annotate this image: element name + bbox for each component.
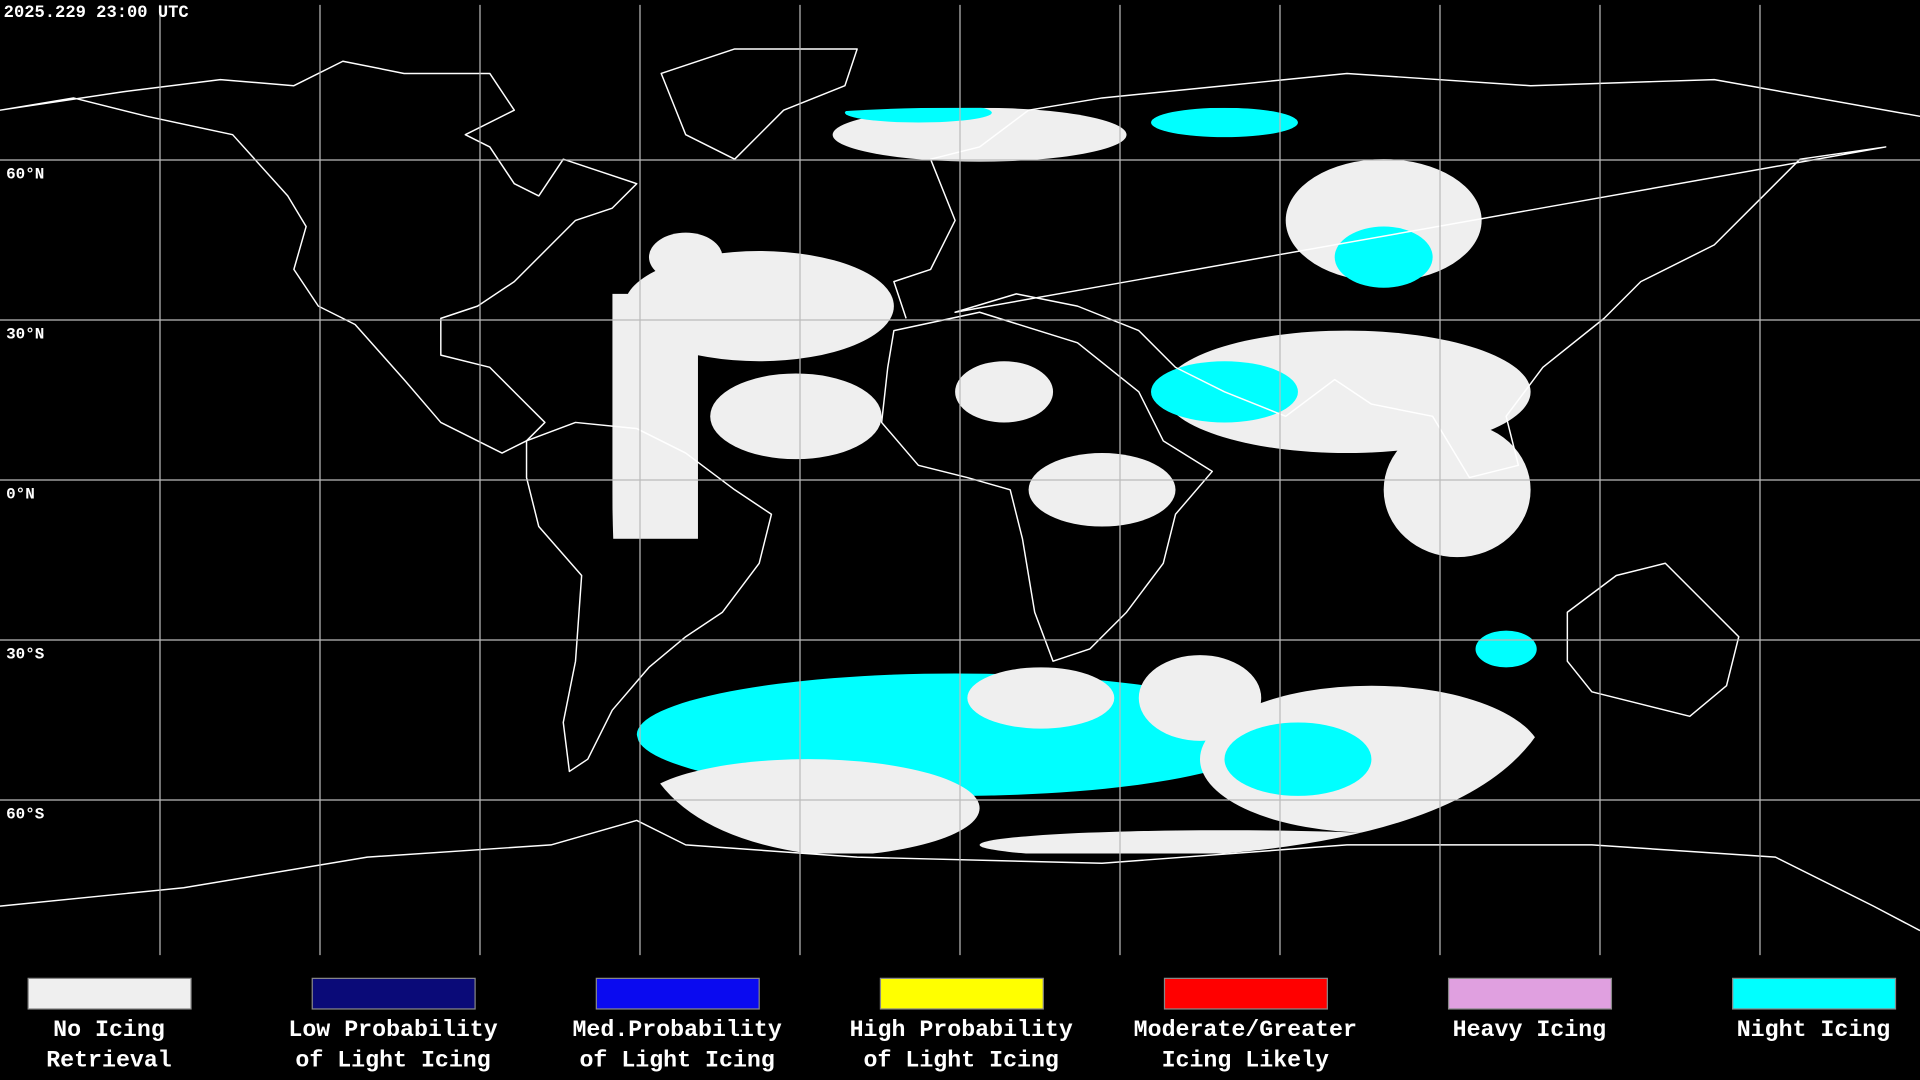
legend-swatch [311,977,476,1010]
legend-swatch [879,977,1044,1010]
legend-label: Heavy Icing [1453,1017,1606,1043]
legend-label: Med.Probability [572,1017,781,1043]
legend-label: of Light Icing [295,1048,490,1074]
legend-label: Night Icing [1737,1017,1890,1043]
legend-label: Moderate/Greater [1134,1017,1357,1043]
graticule [0,4,1920,956]
legend-label: No Icing [53,1017,165,1043]
legend-label: High Probability [850,1017,1073,1043]
timestamp: 2025.229 23:00 UTC [4,4,189,23]
legend-label: Icing Likely [1162,1048,1329,1074]
legend-swatch [595,977,760,1010]
latitude-label: 30°N [6,325,44,343]
legend-label: of Light Icing [864,1048,1059,1074]
legend-label: of Light Icing [579,1048,774,1074]
coastlines [0,48,1920,932]
latitude-label: 0°N [6,485,35,503]
legend-label: Retrieval [46,1048,172,1074]
latitude-label: 60°S [6,805,45,823]
legend-label: Low Probability [288,1017,497,1043]
latitude-label: 30°S [6,645,45,663]
legend-swatch [27,977,192,1010]
legend-swatch [1732,977,1897,1010]
legend-swatch [1447,977,1613,1010]
legend-swatch [1163,977,1328,1010]
latitude-label: 60°N [6,165,44,183]
